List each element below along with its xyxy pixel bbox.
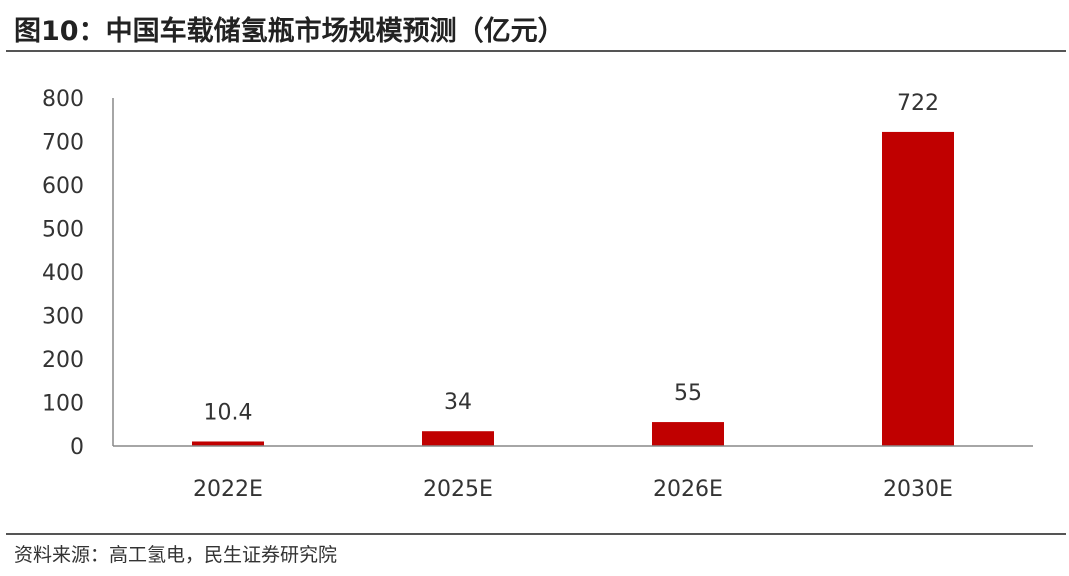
- bar-2026E: [652, 422, 724, 446]
- bar-2025E: [422, 431, 494, 446]
- page-title: 图10：中国车载储氢瓶市场规模预测（亿元）: [14, 16, 565, 47]
- y-axis: 0 100 200 300 400 500 600 700 800: [42, 87, 114, 460]
- bar-chart: 0 100 200 300 400 500 600 700 800 10.4 34 55 722 20…: [42, 87, 1033, 502]
- bar-2030E: [882, 131, 954, 446]
- y-tick-label: 0: [70, 435, 84, 460]
- source-note: 资料来源：高工氢电，民生证券研究院: [14, 544, 338, 566]
- x-tick-label-2030E: 2030E: [883, 477, 953, 502]
- y-tick-label: 700: [42, 131, 84, 156]
- data-label-2025E: 34: [444, 390, 472, 415]
- bars: 10.4 34 55 722: [192, 91, 954, 446]
- y-tick-label: 500: [42, 218, 84, 243]
- y-tick-label: 400: [42, 261, 84, 286]
- y-tick-label: 600: [42, 174, 84, 199]
- data-label-2030E: 722: [897, 91, 939, 116]
- x-tick-label-2025E: 2025E: [423, 477, 493, 502]
- footer-divider: [6, 533, 1066, 535]
- y-tick-label: 100: [42, 392, 84, 417]
- y-tick-label: 300: [42, 305, 84, 330]
- x-tick-label-2022E: 2022E: [193, 477, 263, 502]
- x-axis: 2022E 2025E 2026E 2030E: [113, 445, 1033, 502]
- x-tick-label-2026E: 2026E: [653, 477, 723, 502]
- y-tick-label: 200: [42, 348, 84, 373]
- data-label-2022E: 10.4: [204, 400, 253, 425]
- title-divider: [6, 50, 1066, 52]
- bar-2022E: [192, 441, 264, 446]
- data-label-2026E: 55: [674, 381, 702, 406]
- y-tick-label: 800: [42, 87, 84, 112]
